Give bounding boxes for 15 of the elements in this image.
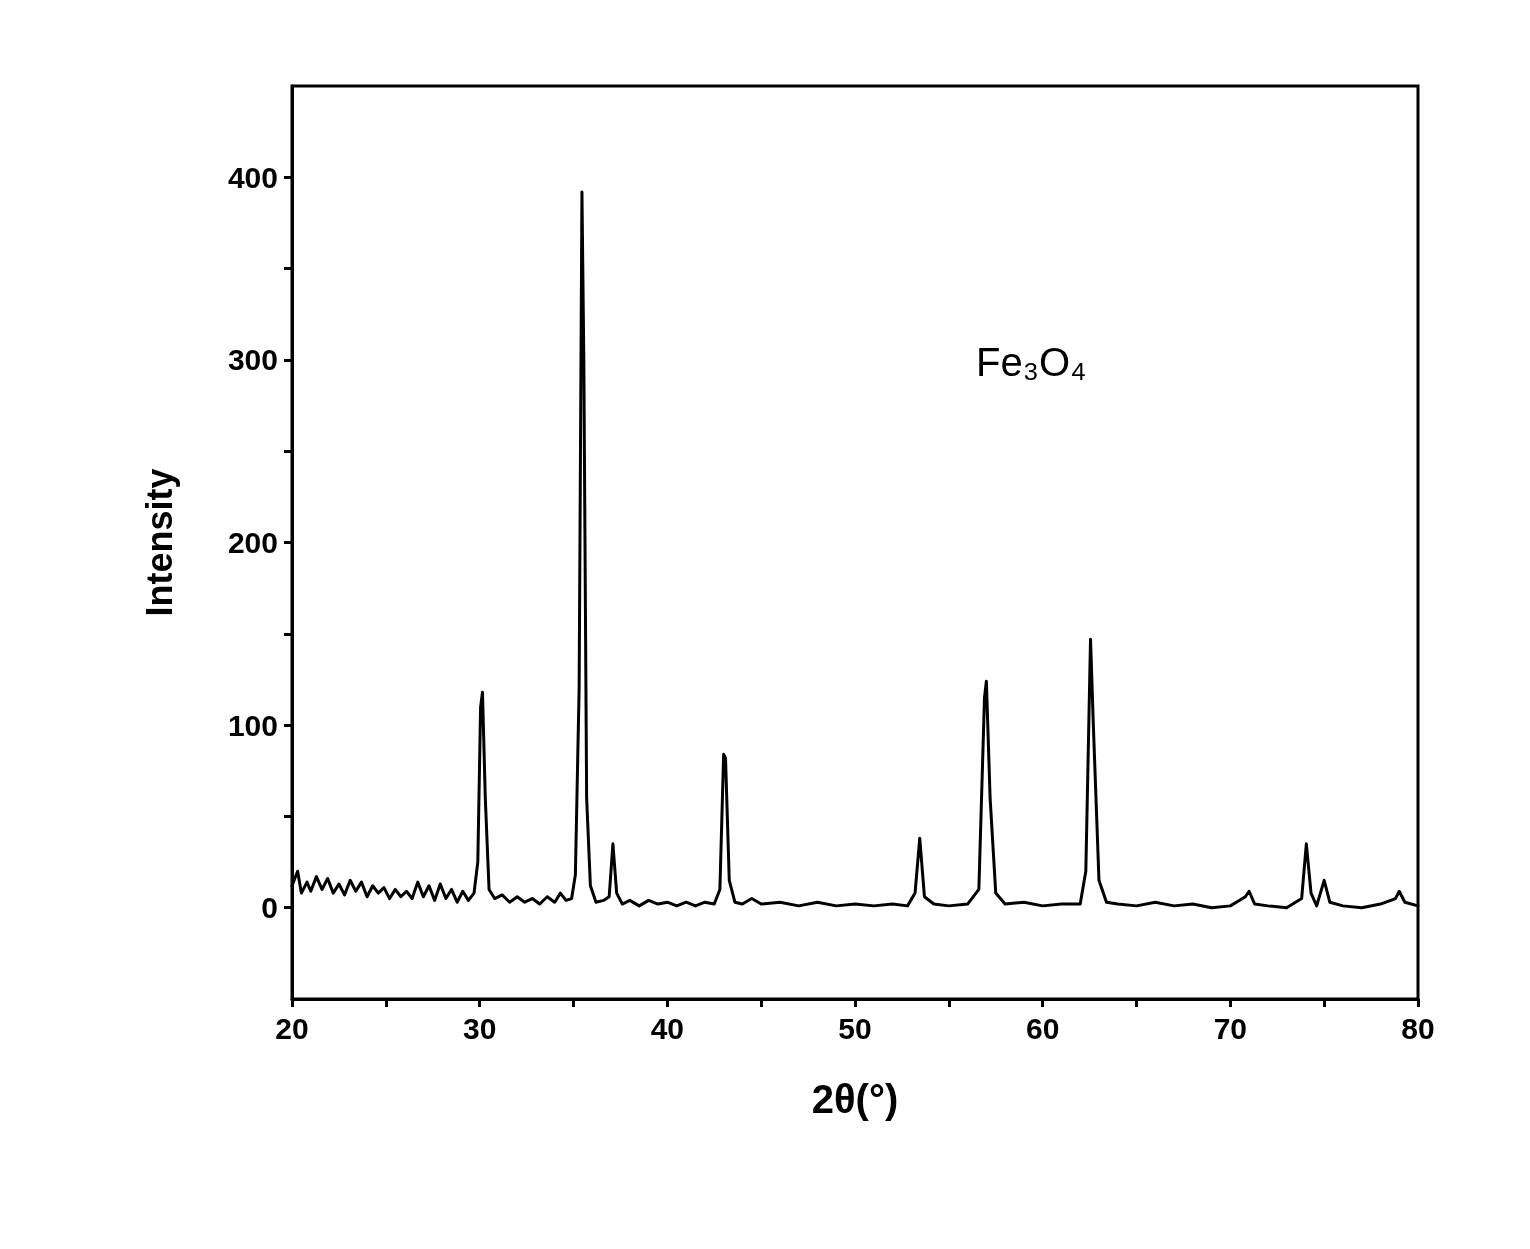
x-tick-label: 70 — [1213, 1011, 1248, 1045]
x-axis-title: 2θ(°) — [811, 1077, 899, 1121]
y-tick-label: 100 — [227, 708, 278, 742]
x-tick-label: 20 — [275, 1011, 309, 1045]
y-tick-label: 200 — [227, 526, 278, 559]
x-tick-label: 50 — [838, 1011, 872, 1045]
y-axis-title: Intensity — [138, 468, 180, 617]
y-tick-label: 0 — [261, 891, 278, 925]
x-tick-label: 30 — [462, 1011, 497, 1045]
x-tick-label: 80 — [1401, 1011, 1435, 1045]
x-tick-label: 60 — [1025, 1011, 1060, 1045]
y-tick-label: 400 — [227, 160, 278, 194]
x-tick-label: 40 — [650, 1011, 685, 1045]
y-tick-label: 300 — [227, 343, 278, 377]
annotation: Fe₃O₄ — [976, 340, 1087, 384]
